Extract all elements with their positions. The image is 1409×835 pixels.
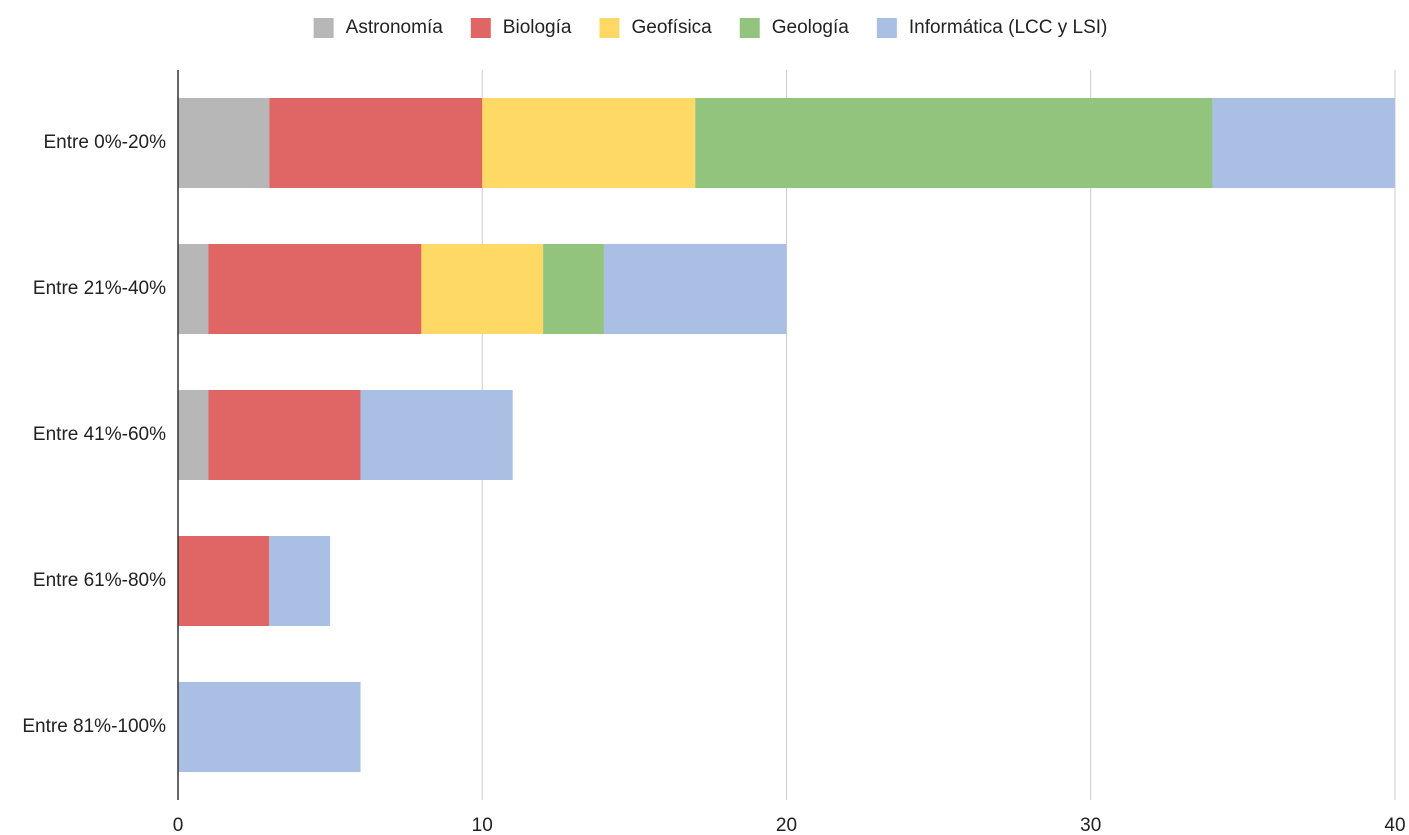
x-tick-label: 30 <box>1080 815 1101 835</box>
bar <box>543 244 604 334</box>
x-tick-label: 20 <box>776 815 797 835</box>
bar <box>421 244 544 334</box>
legend-swatch <box>876 18 897 38</box>
legend-label: Biología <box>503 17 572 38</box>
bar <box>178 536 270 626</box>
legend-swatch <box>470 18 491 38</box>
legend-label: Geofísica <box>631 17 712 38</box>
bar <box>178 682 361 772</box>
bar <box>269 536 331 626</box>
bar <box>178 390 209 480</box>
y-tick-label: Entre 41%-60% <box>33 424 166 445</box>
bar <box>695 98 1213 188</box>
x-tick-label: 10 <box>472 815 493 835</box>
bar <box>178 244 209 334</box>
x-tick-label: 0 <box>173 815 184 835</box>
legend-swatch <box>313 18 334 38</box>
bar <box>208 390 361 480</box>
bar <box>1212 98 1395 188</box>
legend-label: Informática (LCC y LSI) <box>909 17 1108 38</box>
legend-swatch <box>599 18 620 38</box>
legend-label: Geología <box>772 17 850 38</box>
bar <box>269 98 483 188</box>
legend-swatch <box>739 18 760 38</box>
legend-label: Astronomía <box>346 17 444 38</box>
x-tick-label: 40 <box>1384 815 1405 835</box>
bar <box>482 98 696 188</box>
y-tick-label: Entre 81%-100% <box>22 716 166 737</box>
y-tick-label: Entre 61%-80% <box>33 570 166 591</box>
bar <box>208 244 422 334</box>
bar <box>178 98 270 188</box>
y-tick-label: Entre 0%-20% <box>43 132 166 153</box>
bar <box>603 244 787 334</box>
bar <box>360 390 513 480</box>
y-tick-label: Entre 21%-40% <box>33 278 166 299</box>
